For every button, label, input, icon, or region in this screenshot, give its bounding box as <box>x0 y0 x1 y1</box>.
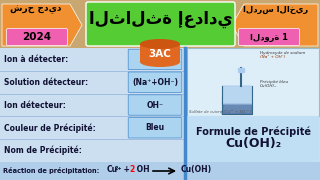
Text: Cu(OH)₂: Cu(OH)₂ <box>225 138 281 150</box>
FancyBboxPatch shape <box>0 162 320 180</box>
Text: Sulfate de cuivre (Cu²⁺ + SO₄²⁻): Sulfate de cuivre (Cu²⁺ + SO₄²⁻) <box>189 110 252 114</box>
Polygon shape <box>222 104 252 114</box>
Text: الدرس الاخير: الدرس الاخير <box>244 6 308 15</box>
Text: 2+: 2+ <box>115 165 123 170</box>
Text: Cu(OH)₂: Cu(OH)₂ <box>260 84 276 88</box>
Text: (Na⁺ + OH⁻): (Na⁺ + OH⁻) <box>260 55 285 59</box>
Polygon shape <box>232 4 318 46</box>
FancyBboxPatch shape <box>128 72 182 92</box>
Text: شرح جديد: شرح جديد <box>10 6 62 15</box>
Text: 3AC: 3AC <box>148 49 172 59</box>
FancyBboxPatch shape <box>238 28 300 46</box>
FancyBboxPatch shape <box>187 116 319 162</box>
Text: Réaction de précipitation:: Réaction de précipitation: <box>3 168 100 174</box>
Text: 2024: 2024 <box>22 32 52 42</box>
Text: Formule de Précipité: Formule de Précipité <box>196 127 310 137</box>
FancyBboxPatch shape <box>128 95 182 115</box>
Text: Cu(OH): Cu(OH) <box>181 165 212 174</box>
Polygon shape <box>222 86 252 104</box>
Text: Bleu: Bleu <box>145 123 164 132</box>
Polygon shape <box>2 4 82 46</box>
FancyBboxPatch shape <box>128 118 182 138</box>
Polygon shape <box>238 68 244 72</box>
FancyBboxPatch shape <box>0 48 320 180</box>
Text: Ion à détecter:: Ion à détecter: <box>4 55 68 64</box>
Text: ⁻: ⁻ <box>146 165 149 170</box>
Text: Couleur de Précipité:: Couleur de Précipité: <box>4 123 96 132</box>
Text: ₂: ₂ <box>205 168 207 174</box>
Ellipse shape <box>140 57 180 67</box>
Text: Cu: Cu <box>107 165 118 174</box>
Text: Hydroxyde de sodium: Hydroxyde de sodium <box>260 51 305 55</box>
FancyBboxPatch shape <box>6 28 68 46</box>
Text: الثالثة إعدادي: الثالثة إعدادي <box>89 10 232 28</box>
Text: OH: OH <box>134 165 150 174</box>
Text: OH⁻: OH⁻ <box>147 100 164 109</box>
Text: +: + <box>121 165 132 174</box>
Text: الدورة 1: الدورة 1 <box>250 33 288 42</box>
Text: (Na⁺+OH⁻): (Na⁺+OH⁻) <box>132 78 178 87</box>
Ellipse shape <box>140 39 180 49</box>
FancyBboxPatch shape <box>187 48 319 116</box>
Text: 2: 2 <box>129 165 134 174</box>
FancyBboxPatch shape <box>128 49 182 70</box>
FancyBboxPatch shape <box>140 44 180 62</box>
Text: Précipité bleu: Précipité bleu <box>260 80 288 84</box>
Text: Cu²⁺: Cu²⁺ <box>146 55 164 64</box>
FancyBboxPatch shape <box>86 2 235 46</box>
FancyBboxPatch shape <box>0 0 320 48</box>
Text: Nom de Précipité:: Nom de Précipité: <box>4 146 82 155</box>
Text: Ion détecteur:: Ion détecteur: <box>4 100 66 109</box>
Text: Solution détecteur:: Solution détecteur: <box>4 78 88 87</box>
